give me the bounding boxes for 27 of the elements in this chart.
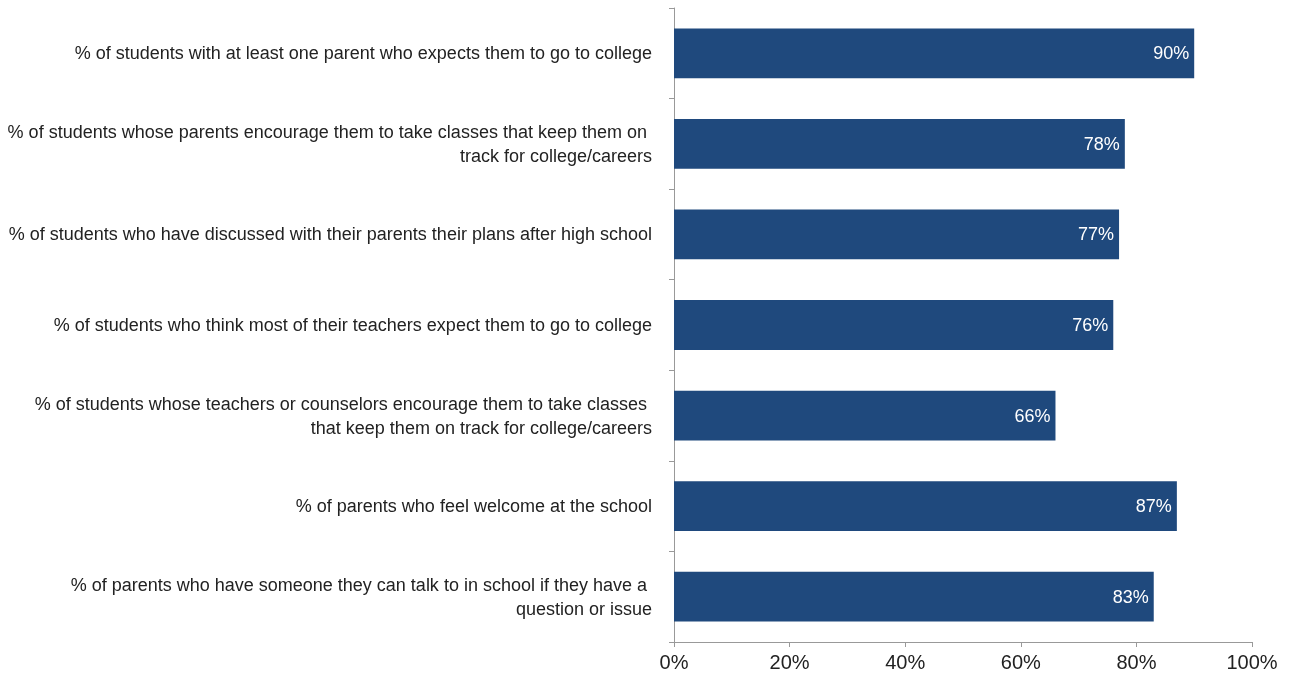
y-tick-label: % of parents who feel welcome at the school [295,496,652,517]
bar [674,300,1114,350]
bar [674,481,1177,532]
data-label: 83% [1112,586,1149,607]
x-tick-label: 20% [769,651,810,673]
bar [674,28,1195,79]
bar [674,390,1056,441]
x-tick-label: 40% [885,651,926,673]
y-tick-label: % of students whose parents encourage them to take classes that keep them on track for college/careers [7,121,652,166]
data-label: 76% [1072,315,1109,335]
bar [674,571,1154,622]
data-label: 66% [1014,405,1051,426]
x-tick-label: 60% [1000,651,1042,673]
data-label: 87% [1135,496,1172,517]
y-tick-label: % of students whose teachers or counselors encourage them to take classes that keep them on track for college/careers [34,393,652,438]
data-label: 78% [1083,133,1120,154]
data-label: 90% [1153,43,1190,64]
x-tick-label: 0% [659,651,689,673]
x-tick-label: 80% [1116,651,1157,673]
bar [674,209,1120,260]
y-tick-label: % of students with at least one parent who expects them to go to college [74,43,652,64]
y-tick-label: % of parents who have someone they can talk to in school if they have a question or issue [70,574,652,619]
y-tick-label: % of students who have discussed with their parents their plans after high school [8,224,652,245]
x-tick-label: 100% [1226,651,1278,673]
y-tick-label: % of students who think most of their teachers expect them to go to college [53,315,652,335]
bar [674,118,1125,169]
data-label: 77% [1078,224,1115,245]
